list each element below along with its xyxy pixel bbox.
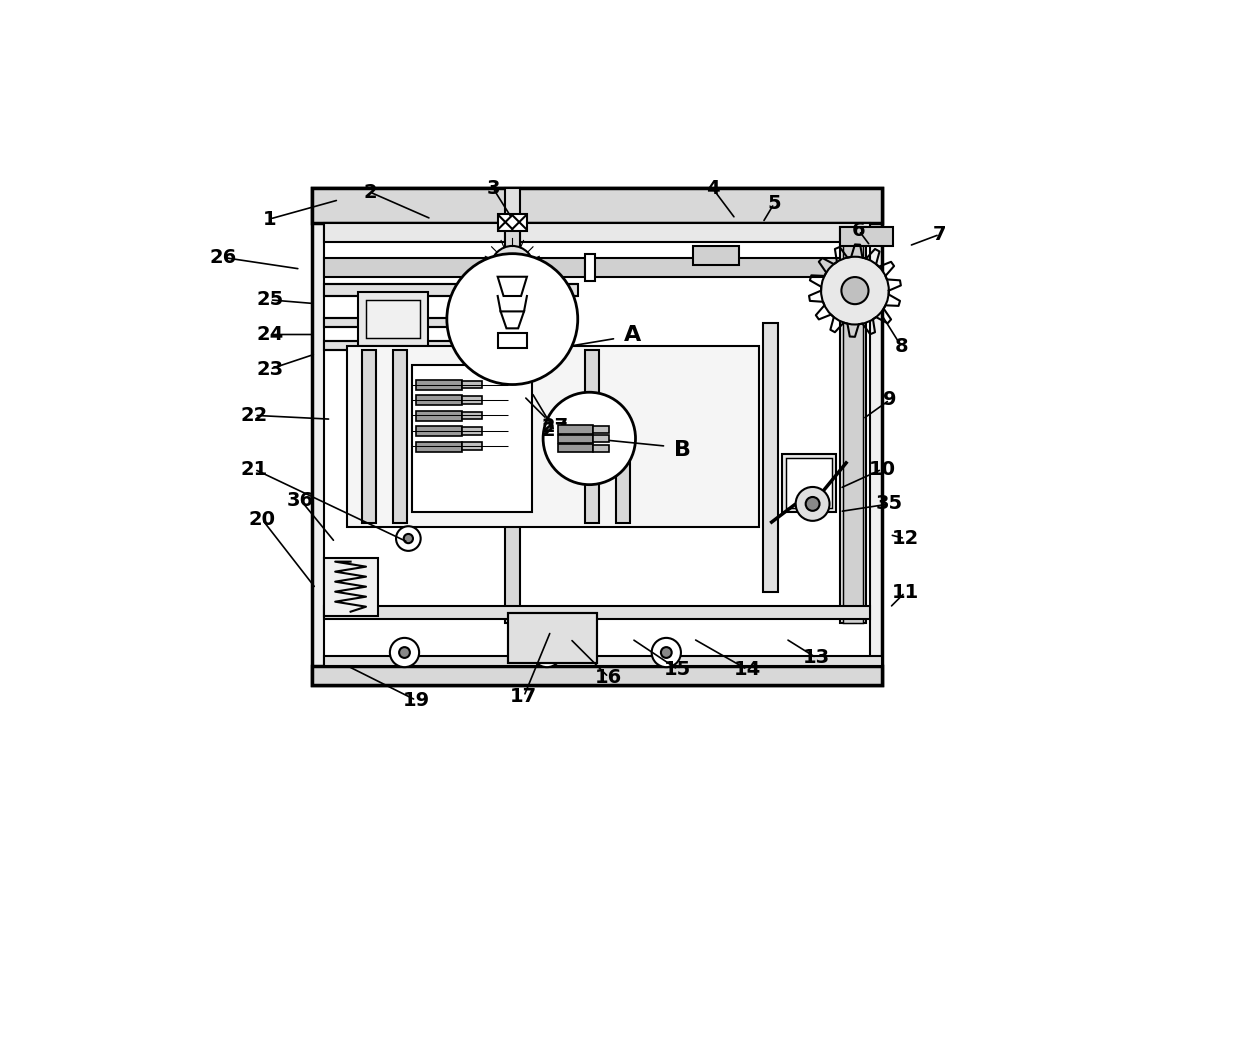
- Bar: [362, 350, 376, 523]
- Bar: [497, 213, 527, 231]
- Text: 3: 3: [486, 178, 500, 197]
- Bar: [324, 656, 882, 666]
- Bar: [417, 380, 463, 390]
- Bar: [417, 426, 463, 436]
- Bar: [508, 613, 596, 664]
- Bar: [593, 444, 609, 452]
- Bar: [393, 350, 407, 523]
- Bar: [463, 442, 481, 450]
- Bar: [693, 246, 739, 265]
- Bar: [324, 558, 377, 615]
- Text: 24: 24: [257, 325, 284, 344]
- Circle shape: [532, 638, 562, 667]
- Polygon shape: [497, 276, 527, 296]
- Circle shape: [806, 497, 820, 511]
- Bar: [593, 436, 609, 442]
- Bar: [497, 333, 527, 348]
- Text: 8: 8: [894, 337, 908, 356]
- Text: 23: 23: [257, 360, 283, 379]
- Text: 13: 13: [802, 649, 830, 668]
- Bar: [843, 227, 863, 624]
- Bar: [786, 458, 832, 507]
- Bar: [366, 300, 420, 339]
- Bar: [463, 427, 481, 435]
- Text: 1: 1: [263, 210, 277, 229]
- Bar: [763, 323, 777, 593]
- Circle shape: [652, 638, 681, 667]
- Bar: [417, 442, 463, 452]
- Text: 16: 16: [595, 668, 622, 687]
- Circle shape: [491, 246, 534, 289]
- Circle shape: [796, 487, 830, 521]
- Circle shape: [389, 638, 419, 667]
- Bar: [505, 223, 520, 624]
- Bar: [558, 425, 593, 434]
- Text: 9: 9: [883, 390, 897, 409]
- Text: 17: 17: [511, 687, 537, 706]
- Text: 10: 10: [868, 460, 895, 479]
- Text: 22: 22: [241, 406, 268, 425]
- Bar: [324, 199, 870, 673]
- Text: 19: 19: [403, 691, 429, 710]
- Text: 25: 25: [257, 290, 284, 309]
- Text: 6: 6: [852, 222, 866, 241]
- Text: 7: 7: [932, 225, 946, 244]
- Text: 2: 2: [363, 183, 377, 202]
- Bar: [839, 227, 894, 246]
- Bar: [593, 426, 609, 433]
- Bar: [585, 253, 595, 281]
- Text: 14: 14: [734, 660, 761, 679]
- Bar: [358, 292, 428, 346]
- Text: 11: 11: [892, 583, 919, 602]
- Text: 27: 27: [541, 418, 568, 437]
- Text: 26: 26: [210, 248, 237, 267]
- Circle shape: [396, 526, 420, 551]
- Circle shape: [842, 277, 868, 304]
- Bar: [589, 257, 843, 276]
- Text: 12: 12: [892, 529, 919, 548]
- Bar: [417, 396, 463, 405]
- Bar: [324, 341, 477, 350]
- Text: 5: 5: [768, 194, 781, 213]
- Bar: [616, 437, 630, 523]
- Bar: [312, 666, 882, 685]
- Bar: [324, 606, 870, 619]
- Polygon shape: [501, 311, 525, 328]
- Bar: [585, 350, 599, 523]
- Bar: [558, 435, 593, 443]
- Bar: [463, 411, 481, 419]
- Bar: [558, 444, 593, 453]
- Bar: [324, 285, 578, 296]
- Text: 27: 27: [541, 421, 568, 440]
- Bar: [312, 188, 882, 223]
- Bar: [781, 454, 836, 512]
- Text: 15: 15: [665, 660, 692, 679]
- Bar: [508, 613, 596, 664]
- Circle shape: [446, 253, 578, 385]
- Circle shape: [661, 647, 672, 658]
- Circle shape: [821, 256, 889, 325]
- Text: 4: 4: [706, 178, 719, 197]
- Bar: [412, 365, 532, 512]
- Text: 20: 20: [248, 510, 275, 529]
- Bar: [347, 346, 759, 528]
- Bar: [839, 227, 867, 624]
- Bar: [463, 396, 481, 404]
- Bar: [312, 188, 882, 685]
- Bar: [324, 318, 477, 327]
- Circle shape: [399, 647, 410, 658]
- Bar: [505, 188, 520, 242]
- Bar: [463, 381, 481, 388]
- Bar: [417, 410, 463, 421]
- Text: B: B: [675, 440, 691, 460]
- Circle shape: [404, 534, 413, 543]
- Text: 21: 21: [241, 460, 268, 479]
- Text: 36: 36: [286, 491, 314, 510]
- Circle shape: [543, 392, 635, 484]
- Circle shape: [542, 647, 552, 658]
- Text: 35: 35: [875, 495, 903, 514]
- Bar: [324, 257, 585, 276]
- Text: A: A: [624, 325, 641, 345]
- Bar: [324, 223, 870, 242]
